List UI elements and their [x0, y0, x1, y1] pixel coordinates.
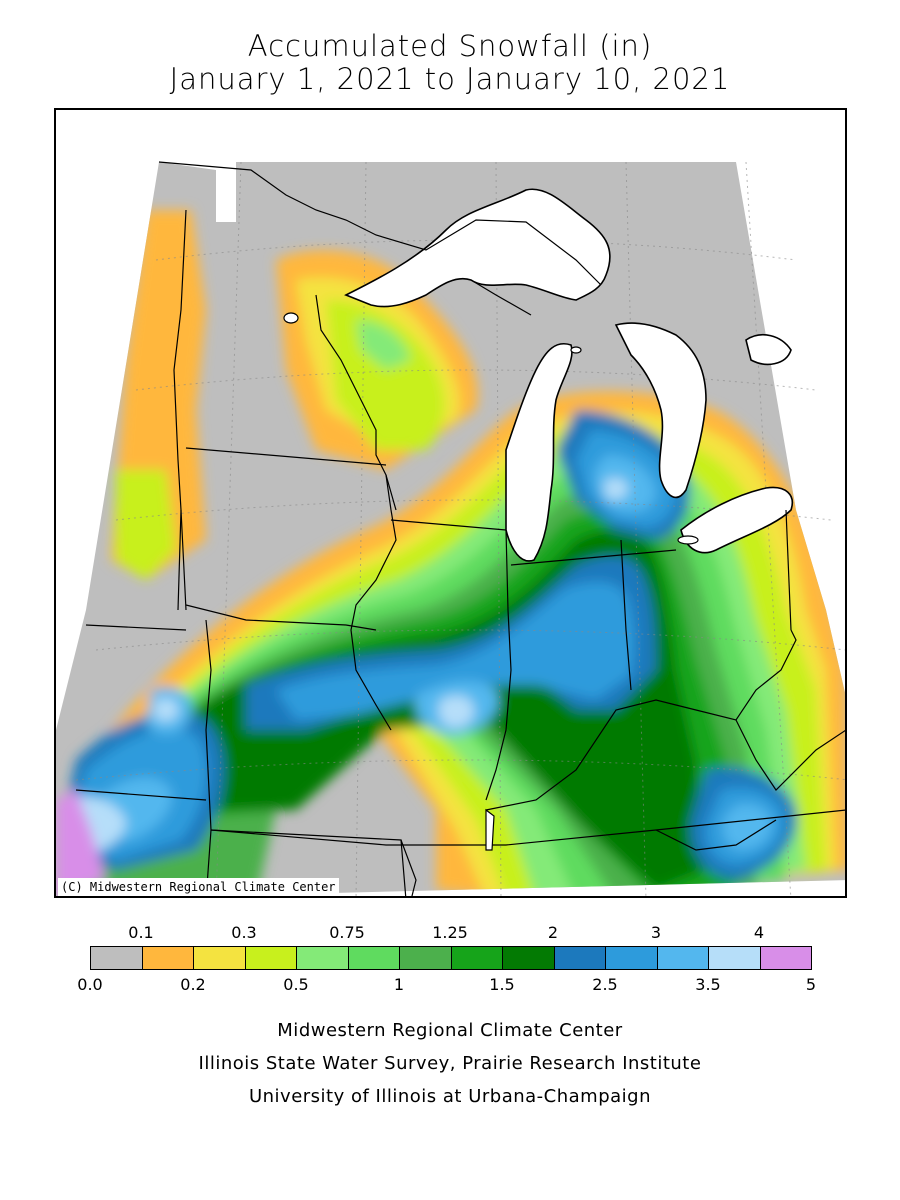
legend-swatch [244, 946, 297, 970]
legend-label: 0.75 [329, 923, 365, 942]
legend-label: 1.25 [432, 923, 468, 942]
legend-label: 0.5 [283, 975, 309, 994]
lake-huron [614, 322, 707, 499]
legend-swatch [347, 946, 400, 970]
legend-label: 0.1 [128, 923, 154, 942]
legend-swatch [502, 946, 555, 970]
lake-erie [680, 486, 793, 554]
legend-swatch [759, 946, 812, 970]
legend-swatch [656, 946, 709, 970]
legend-label: 2.5 [592, 975, 618, 994]
legend-label: 0.3 [231, 923, 257, 942]
lake-ontario [745, 334, 792, 366]
legend-label: 5 [805, 975, 817, 994]
footer-line-3: University of Illinois at Urbana-Champai… [248, 1086, 652, 1107]
snowfall-contours [56, 162, 845, 896]
lake-superior [344, 188, 611, 308]
copyright-label: (C) Midwestern Regional Climate Center [58, 878, 339, 896]
state-borders [75, 161, 845, 896]
lake-michigan [505, 343, 573, 562]
footer-line-1: Midwestern Regional Climate Center [277, 1020, 623, 1041]
footer-line-2: Illinois State Water Survey, Prairie Res… [198, 1053, 702, 1074]
legend-label: 3 [650, 923, 662, 942]
legend-label: 3.5 [695, 975, 721, 994]
legend-label: 2 [547, 923, 559, 942]
legend-swatch [296, 946, 349, 970]
legend-label: 0.2 [180, 975, 206, 994]
legend-swatch [399, 946, 452, 970]
legend-label: 1.5 [489, 975, 515, 994]
no-data-area [159, 162, 236, 222]
legend-swatch [708, 946, 761, 970]
legend-swatch [141, 946, 194, 970]
map-canvas [56, 161, 845, 896]
small-lakes [283, 312, 699, 851]
graticule [75, 161, 845, 896]
legend-label: 1 [393, 975, 405, 994]
legend-swatch [193, 946, 246, 970]
map-title: Accumulated Snowfall (in) [247, 29, 653, 63]
legend-swatch [90, 946, 143, 970]
great-lakes [344, 188, 793, 562]
legend-swatch [450, 946, 503, 970]
snowfall-map [54, 108, 847, 898]
legend-swatch [605, 946, 658, 970]
legend-label: 0.0 [77, 975, 103, 994]
legend-label: 4 [753, 923, 765, 942]
map-subtitle: January 1, 2021 to January 10, 2021 [169, 62, 731, 96]
legend-swatch [553, 946, 606, 970]
